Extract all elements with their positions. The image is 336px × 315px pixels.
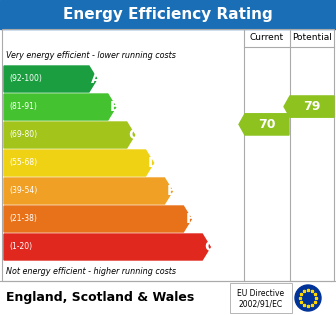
Polygon shape bbox=[4, 206, 192, 232]
Polygon shape bbox=[239, 114, 289, 135]
Text: B: B bbox=[110, 100, 121, 114]
Text: (55-68): (55-68) bbox=[9, 158, 37, 168]
Text: England, Scotland & Wales: England, Scotland & Wales bbox=[6, 291, 194, 305]
Text: Not energy efficient - higher running costs: Not energy efficient - higher running co… bbox=[6, 266, 176, 276]
Text: (21-38): (21-38) bbox=[9, 215, 37, 224]
Text: (81-91): (81-91) bbox=[9, 102, 37, 112]
Text: D: D bbox=[148, 156, 159, 170]
Text: Energy Efficiency Rating: Energy Efficiency Rating bbox=[63, 7, 273, 22]
Polygon shape bbox=[4, 234, 210, 260]
Bar bbox=[230, 283, 292, 313]
Polygon shape bbox=[4, 122, 135, 148]
Text: 79: 79 bbox=[303, 100, 321, 113]
Text: 70: 70 bbox=[258, 118, 276, 131]
Text: Current: Current bbox=[250, 33, 284, 43]
Text: (69-80): (69-80) bbox=[9, 130, 37, 140]
Text: (1-20): (1-20) bbox=[9, 243, 32, 251]
Text: (39-54): (39-54) bbox=[9, 186, 37, 196]
Bar bbox=[2, 29, 334, 281]
Text: 2002/91/EC: 2002/91/EC bbox=[239, 300, 283, 308]
Bar bbox=[0, 0, 336, 29]
Polygon shape bbox=[4, 178, 172, 204]
Text: E: E bbox=[166, 184, 176, 198]
Text: Potential: Potential bbox=[292, 33, 332, 43]
Text: EU Directive: EU Directive bbox=[238, 289, 285, 298]
Text: A: A bbox=[91, 72, 102, 86]
Text: (92-100): (92-100) bbox=[9, 75, 42, 83]
Polygon shape bbox=[284, 96, 334, 117]
Text: G: G bbox=[204, 240, 216, 254]
Polygon shape bbox=[4, 94, 116, 120]
Text: Very energy efficient - lower running costs: Very energy efficient - lower running co… bbox=[6, 50, 176, 60]
Polygon shape bbox=[4, 66, 97, 92]
Text: C: C bbox=[129, 128, 139, 142]
Circle shape bbox=[295, 285, 321, 311]
Polygon shape bbox=[4, 150, 154, 176]
Text: F: F bbox=[185, 212, 195, 226]
